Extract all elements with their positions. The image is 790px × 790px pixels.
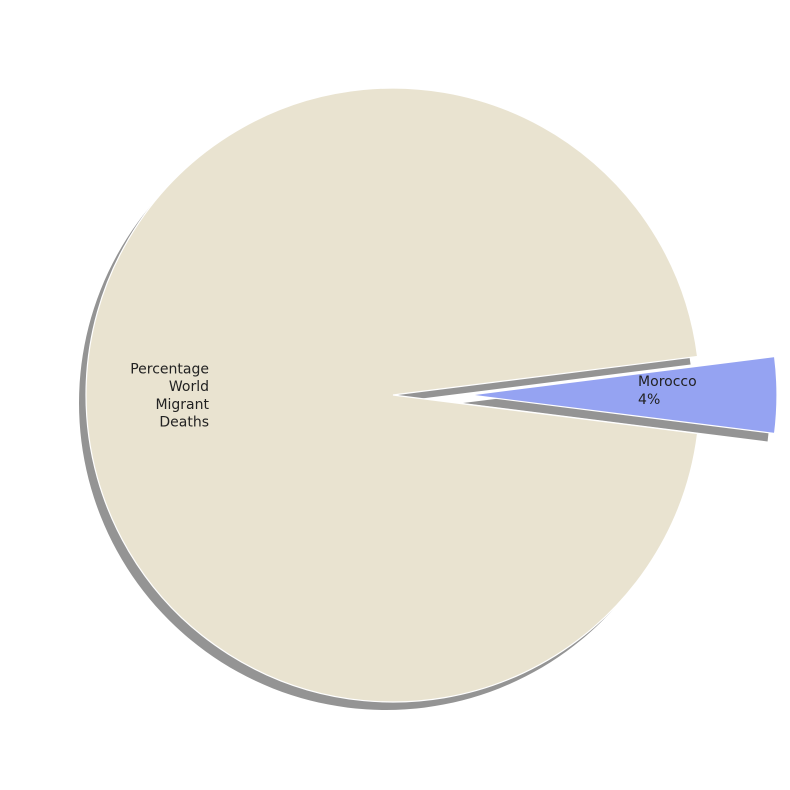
slice-label-morocco: Morocco 4%	[638, 374, 697, 408]
pie-slice-percentage-world-migrant-deaths	[85, 87, 699, 703]
pie-slices	[85, 87, 778, 703]
pie-slice-morocco	[469, 355, 778, 435]
slice-labels: Percentage World Migrant Deaths Morocco 4%	[130, 361, 696, 430]
slice-label-percentage-world-migrant-deaths: Percentage World Migrant Deaths	[130, 361, 209, 430]
